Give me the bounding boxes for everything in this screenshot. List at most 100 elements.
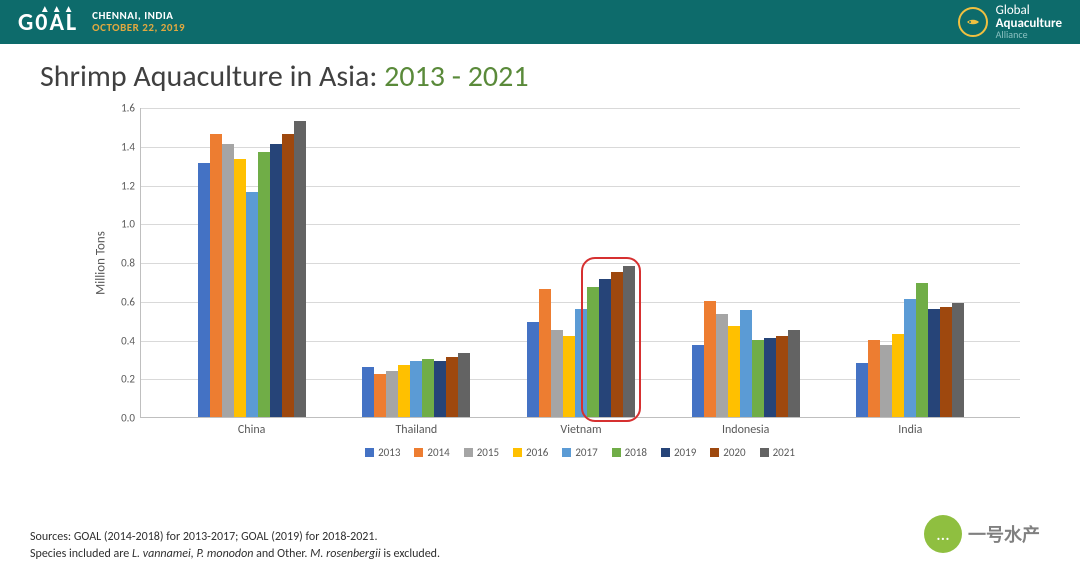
title-row: Shrimp Aquaculture in Asia: 2013 - 2021 — [0, 44, 1080, 99]
header-bar: G0▲▲▲AL CHENNAI, INDIA OCTOBER 22, 2019 … — [0, 0, 1080, 44]
bar — [599, 279, 611, 417]
bar — [776, 336, 788, 417]
bar — [398, 365, 410, 417]
bar — [623, 266, 635, 417]
legend-swatch — [661, 448, 670, 457]
sources-block: Sources: GOAL (2014-2018) for 2013-2017;… — [30, 529, 440, 563]
x-category-label: India — [898, 417, 922, 437]
legend-item: 2015 — [464, 446, 499, 459]
bar — [410, 361, 422, 417]
legend-item: 2021 — [760, 446, 795, 459]
y-tick-label: 0.6 — [121, 295, 141, 308]
legend-label: 2017 — [575, 446, 597, 459]
date-text: OCTOBER 22, 2019 — [92, 22, 185, 34]
bar — [362, 367, 374, 417]
goal-logo: G0▲▲▲AL — [18, 8, 78, 37]
y-tick-label: 1.6 — [121, 102, 141, 115]
legend-label: 2020 — [723, 446, 745, 459]
bar — [575, 309, 587, 418]
bar — [198, 163, 210, 417]
bar — [563, 336, 575, 417]
legend-swatch — [464, 448, 473, 457]
bar — [246, 192, 258, 417]
bar — [916, 283, 928, 417]
bar — [752, 340, 764, 418]
gaa-line3: Alliance — [996, 30, 1062, 40]
legend-label: 2018 — [625, 446, 647, 459]
bar — [527, 322, 539, 417]
legend-item: 2013 — [365, 446, 400, 459]
bar — [904, 299, 916, 417]
source-line2: Species included are L. vannamei, P. mon… — [30, 546, 440, 563]
bar — [422, 359, 434, 417]
bar — [940, 307, 952, 417]
legend-label: 2014 — [427, 446, 449, 459]
title-prefix: Shrimp Aquaculture in Asia: — [40, 58, 384, 95]
legend-label: 2016 — [526, 446, 548, 459]
y-tick-label: 0.0 — [121, 412, 141, 425]
legend-swatch — [760, 448, 769, 457]
bar — [868, 340, 880, 418]
watermark-stamp: … 一号水产 — [924, 515, 1040, 553]
bar — [728, 326, 740, 417]
gaa-logo-text: Global Aquaculture Alliance — [996, 4, 1062, 40]
legend-item: 2019 — [661, 446, 696, 459]
x-category-label: Vietnam — [560, 417, 601, 437]
x-category-label: Thailand — [395, 417, 437, 437]
watermark-icon: … — [924, 515, 962, 553]
bar — [856, 363, 868, 417]
bar — [282, 134, 294, 417]
legend-label: 2013 — [378, 446, 400, 459]
legend-swatch — [414, 448, 423, 457]
bar — [692, 345, 704, 417]
bar — [587, 287, 599, 417]
legend-label: 2015 — [477, 446, 499, 459]
bar — [458, 353, 470, 417]
chart-legend: 2013 2014 2015 2016 2017 2018 2019 2020 2021 — [140, 446, 1020, 459]
legend-item: 2016 — [513, 446, 548, 459]
location-date: CHENNAI, INDIA OCTOBER 22, 2019 — [92, 10, 185, 34]
bar — [222, 144, 234, 417]
bar — [704, 301, 716, 417]
bar — [764, 338, 776, 417]
y-axis-label: Million Tons — [94, 231, 109, 295]
legend-label: 2021 — [773, 446, 795, 459]
bar — [611, 272, 623, 417]
slide-title: Shrimp Aquaculture in Asia: 2013 - 2021 — [40, 58, 1040, 95]
x-category-label: Indonesia — [722, 417, 769, 437]
bar — [716, 314, 728, 417]
gaa-logo-icon — [958, 7, 988, 37]
bar — [952, 303, 964, 417]
x-category-label: China — [238, 417, 266, 437]
legend-swatch — [562, 448, 571, 457]
y-tick-label: 0.8 — [121, 257, 141, 270]
y-tick-label: 1.0 — [121, 218, 141, 231]
chart-plot: Million Tons 0.00.20.40.60.81.01.21.41.6… — [140, 108, 1020, 418]
y-tick-label: 0.4 — [121, 334, 141, 347]
bar — [258, 152, 270, 417]
legend-swatch — [612, 448, 621, 457]
bar — [892, 334, 904, 417]
bar — [294, 121, 306, 417]
header-left: G0▲▲▲AL CHENNAI, INDIA OCTOBER 22, 2019 — [18, 8, 185, 37]
bar — [928, 309, 940, 418]
bar — [788, 330, 800, 417]
y-tick-label: 1.2 — [121, 179, 141, 192]
bar — [539, 289, 551, 417]
slide: G0▲▲▲AL CHENNAI, INDIA OCTOBER 22, 2019 … — [0, 0, 1080, 577]
bar — [374, 374, 386, 417]
bar — [551, 330, 563, 417]
bar — [234, 159, 246, 417]
bar — [270, 144, 282, 417]
header-right: Global Aquaculture Alliance — [958, 4, 1062, 40]
legend-swatch — [513, 448, 522, 457]
title-range: 2013 - 2021 — [384, 58, 528, 95]
source-line1: Sources: GOAL (2014-2018) for 2013-2017;… — [30, 529, 440, 546]
y-tick-label: 0.2 — [121, 373, 141, 386]
bar — [386, 371, 398, 418]
grid-line — [141, 108, 1020, 109]
bar — [210, 134, 222, 417]
legend-label: 2019 — [674, 446, 696, 459]
bar — [880, 345, 892, 417]
legend-item: 2018 — [612, 446, 647, 459]
